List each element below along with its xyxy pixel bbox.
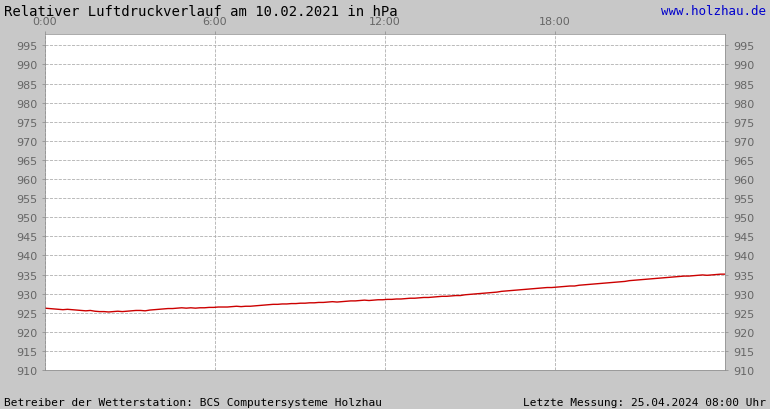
Text: Letzte Messung: 25.04.2024 08:00 Uhr: Letzte Messung: 25.04.2024 08:00 Uhr <box>523 397 766 407</box>
Text: www.holzhau.de: www.holzhau.de <box>661 5 766 18</box>
Text: Relativer Luftdruckverlauf am 10.02.2021 in hPa: Relativer Luftdruckverlauf am 10.02.2021… <box>4 5 397 19</box>
Text: Betreiber der Wetterstation: BCS Computersysteme Holzhau: Betreiber der Wetterstation: BCS Compute… <box>4 397 382 407</box>
